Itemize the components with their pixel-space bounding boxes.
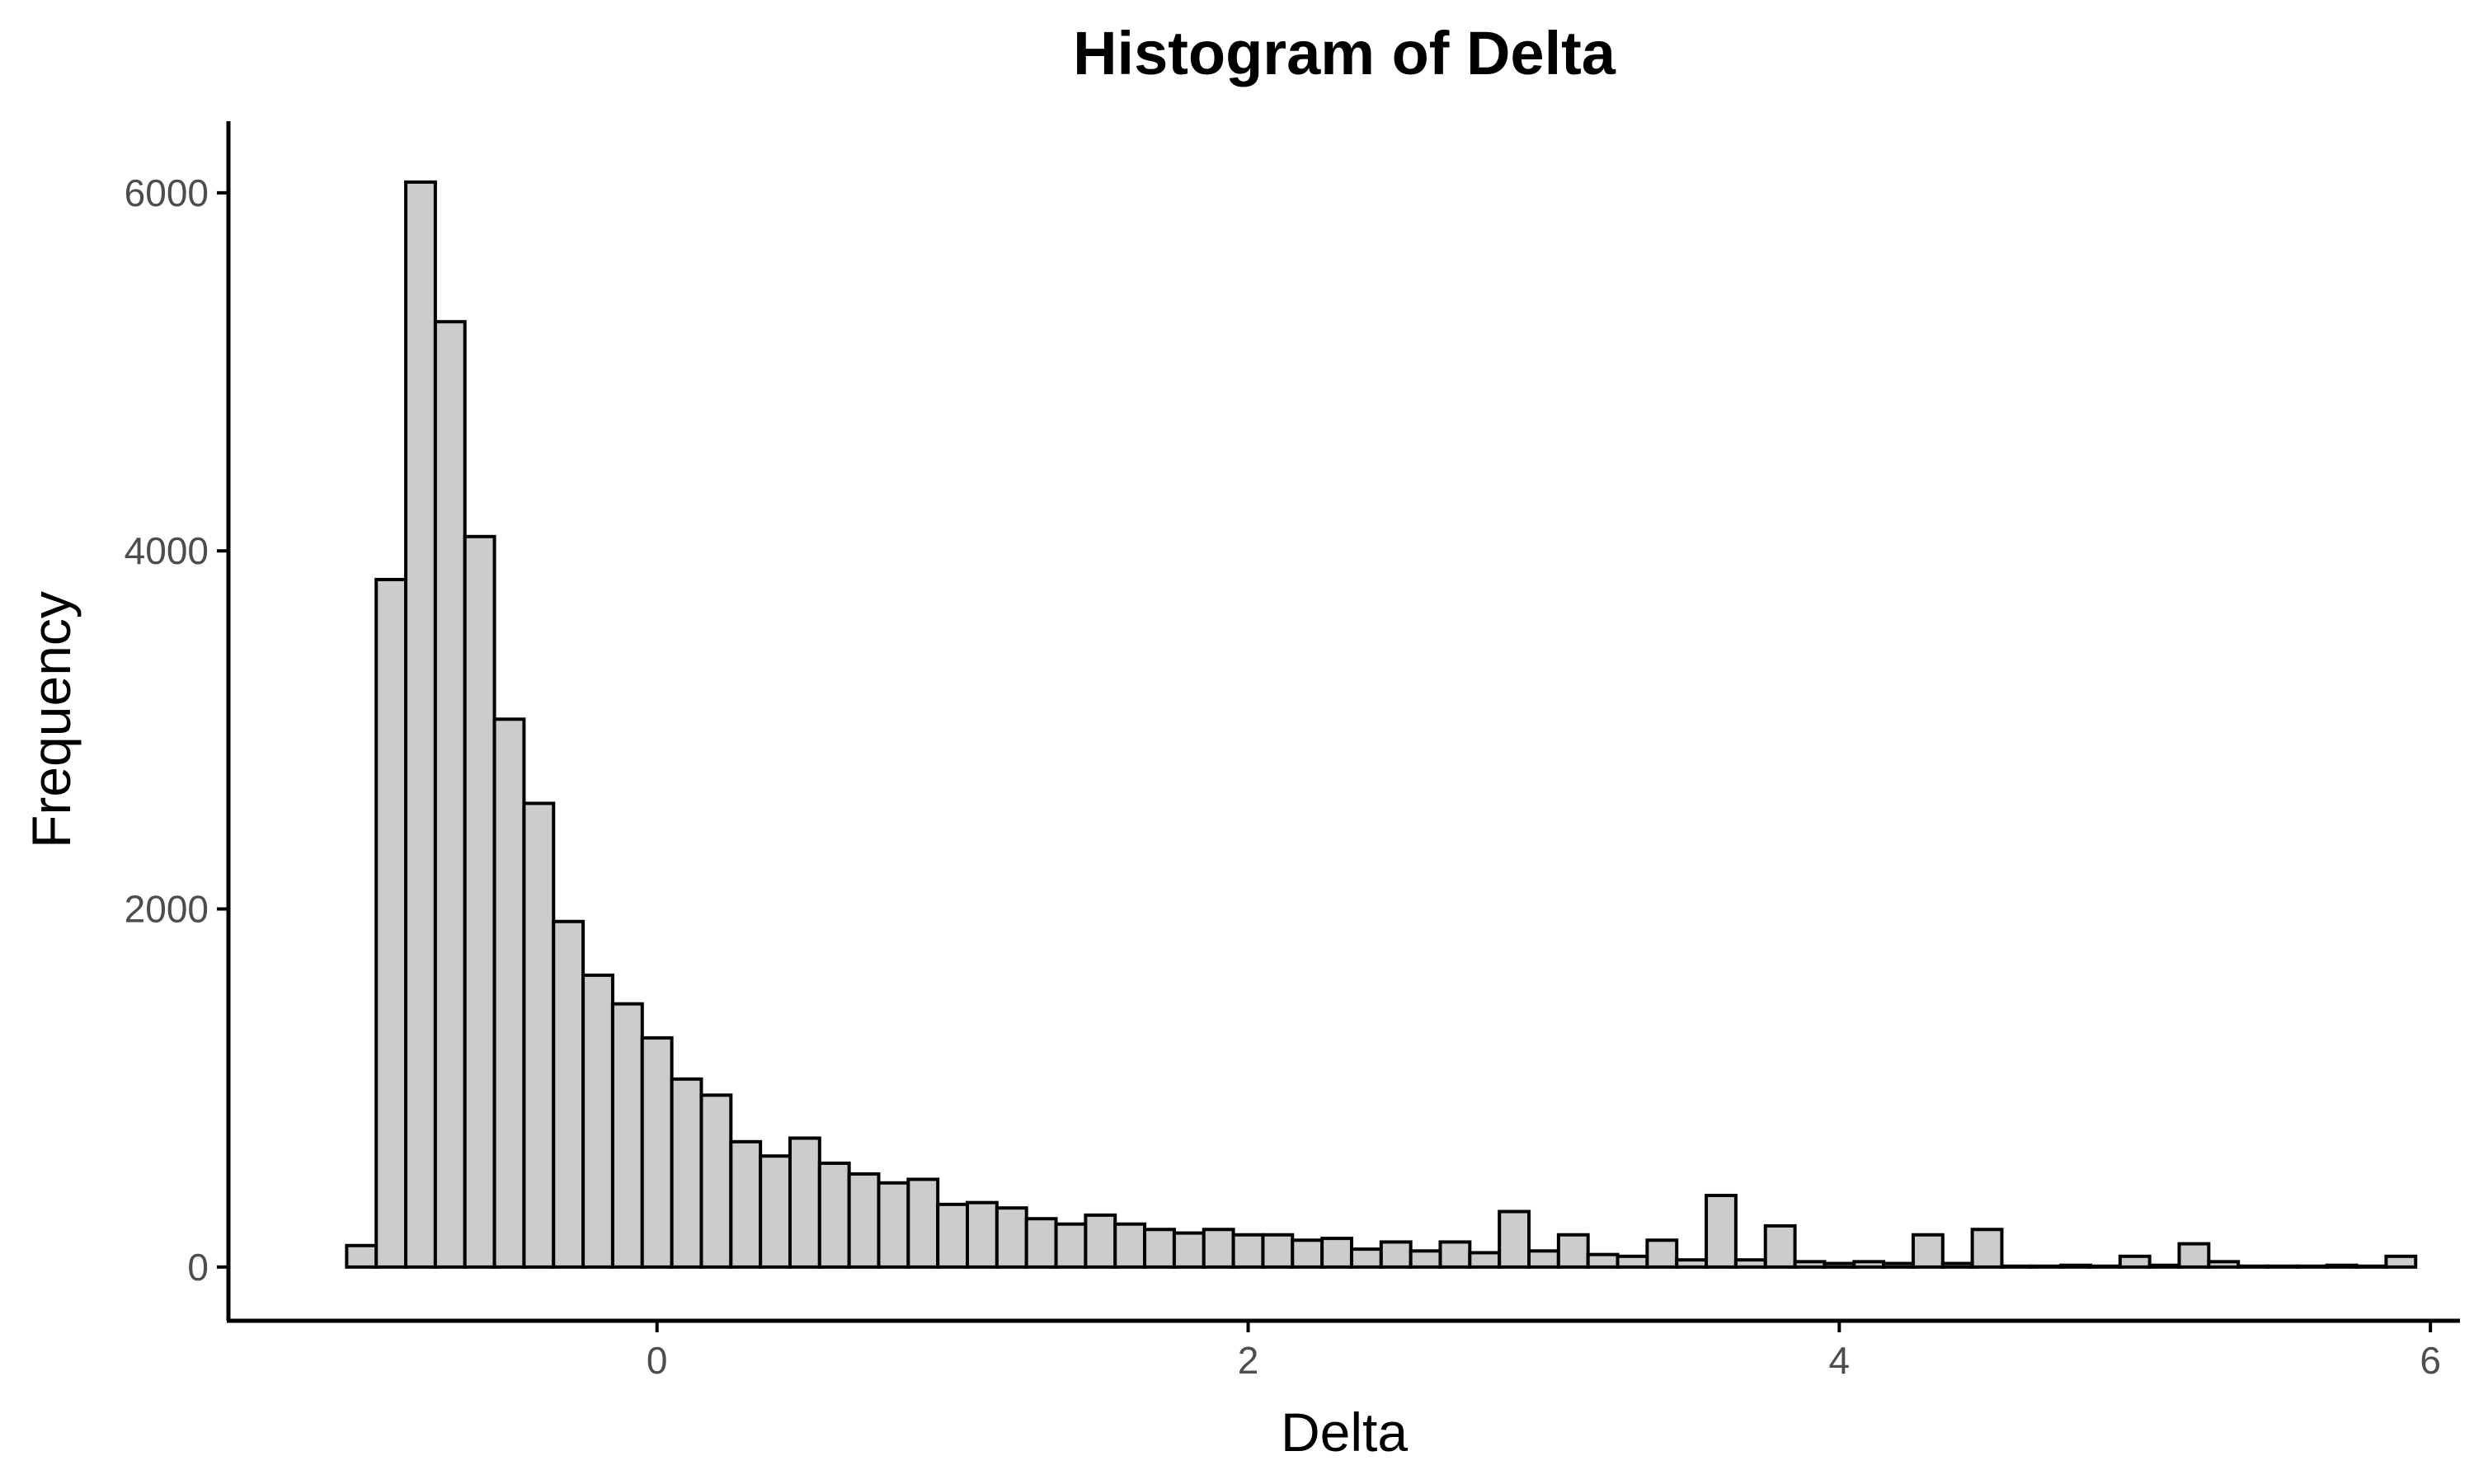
- histogram-bar: [2295, 1264, 2329, 1269]
- histogram-bar: [463, 534, 496, 1269]
- histogram-bar: [995, 1206, 1028, 1269]
- y-axis-title: Frequency: [21, 591, 82, 848]
- x-tick-label: 4: [1829, 1339, 1851, 1382]
- histogram-bar: [433, 320, 467, 1269]
- histogram-bar: [522, 801, 556, 1269]
- histogram-bar: [2325, 1263, 2359, 1269]
- histogram-bar: [788, 1136, 821, 1269]
- histogram-bar: [1409, 1249, 1442, 1269]
- histogram-bar: [1113, 1222, 1147, 1269]
- histogram-bar: [1054, 1222, 1088, 1269]
- histogram-bar: [2266, 1264, 2299, 1269]
- histogram-bar: [847, 1172, 881, 1269]
- histogram-bar: [1705, 1193, 1738, 1269]
- histogram-bar: [1733, 1258, 1767, 1269]
- histogram-bar: [1852, 1260, 1886, 1269]
- y-tick-label: 6000: [125, 171, 209, 214]
- y-tick-label: 0: [187, 1246, 209, 1289]
- histogram-bar: [552, 919, 586, 1269]
- x-ticks-group: 0 2 4 6: [647, 1321, 2441, 1382]
- histogram-bar: [1970, 1228, 2004, 1269]
- histogram-bar: [670, 1077, 703, 1269]
- histogram-bar: [966, 1200, 999, 1269]
- histogram-bar: [2088, 1264, 2122, 1269]
- histogram-bar: [610, 1002, 644, 1269]
- histogram-bar: [877, 1181, 910, 1269]
- histogram-bar: [2236, 1264, 2270, 1269]
- histogram-bar: [492, 717, 526, 1269]
- histogram-bar: [404, 180, 437, 1269]
- histogram-bar: [1793, 1260, 1827, 1269]
- y-tick-label: 4000: [125, 529, 209, 572]
- histogram-bar: [2030, 1264, 2063, 1269]
- histogram-bar: [2059, 1263, 2092, 1269]
- histogram-bar: [1763, 1223, 1797, 1269]
- histogram-bar: [1911, 1233, 1945, 1269]
- histogram-bar: [1202, 1228, 1235, 1269]
- y-ticks-group: 0 2000 4000 6000: [125, 171, 228, 1289]
- histogram-bar: [2207, 1260, 2241, 1269]
- histogram-bar: [1349, 1247, 1383, 1269]
- histogram-bar: [1940, 1261, 1974, 1269]
- histogram-bar: [2147, 1263, 2181, 1269]
- histogram-bar: [1261, 1233, 1295, 1269]
- histogram-bar: [1556, 1233, 1590, 1269]
- histogram-bar: [699, 1093, 733, 1269]
- histogram-bar: [345, 1243, 379, 1269]
- histogram-bar: [374, 577, 408, 1269]
- bars-group: [345, 180, 2418, 1269]
- histogram-bar: [1231, 1233, 1265, 1269]
- y-tick-label: 2000: [125, 888, 209, 931]
- histogram-bar: [1498, 1209, 1531, 1269]
- histogram-bar: [2354, 1264, 2388, 1269]
- histogram-bar: [936, 1202, 970, 1269]
- histogram-bar: [2384, 1254, 2418, 1269]
- histogram-bar: [640, 1036, 674, 1269]
- x-tick-label: 6: [2420, 1339, 2441, 1382]
- histogram-bar: [1468, 1251, 1502, 1269]
- histogram-bar: [729, 1139, 763, 1269]
- x-axis-title: Delta: [1281, 1402, 1408, 1463]
- x-tick-label: 0: [647, 1339, 668, 1382]
- x-tick-label: 2: [1238, 1339, 1259, 1382]
- histogram-bar: [1143, 1228, 1176, 1269]
- histogram-bar: [2177, 1242, 2211, 1269]
- histogram-bar: [1024, 1217, 1058, 1269]
- histogram-bar: [1823, 1261, 1856, 1269]
- chart-title: Histogram of Delta: [1073, 19, 1616, 87]
- histogram-bar: [2000, 1264, 2034, 1269]
- histogram-bar: [817, 1161, 851, 1269]
- histogram-bar: [1320, 1237, 1353, 1269]
- histogram-bar: [1616, 1254, 1649, 1269]
- histogram-bar: [1291, 1238, 1324, 1269]
- histogram-bar: [1586, 1252, 1620, 1269]
- histogram-bar: [2118, 1254, 2152, 1269]
- histogram-bar: [906, 1177, 940, 1269]
- histogram-bar: [759, 1154, 792, 1269]
- histogram-bar: [1675, 1258, 1709, 1269]
- histogram-bar: [1527, 1249, 1560, 1269]
- histogram-bar: [1084, 1213, 1117, 1269]
- histogram-bar: [1645, 1238, 1679, 1269]
- histogram-bar: [1379, 1240, 1413, 1269]
- histogram-bar: [1438, 1240, 1472, 1269]
- histogram-bar: [581, 973, 614, 1269]
- histogram-bar: [1172, 1231, 1206, 1269]
- histogram-bar: [1882, 1261, 1915, 1269]
